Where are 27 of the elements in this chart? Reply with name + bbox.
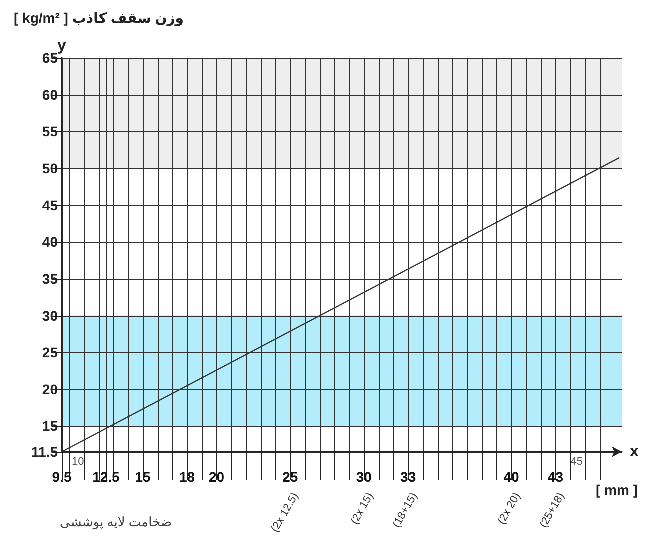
text: (2x 20) <box>496 491 524 527</box>
text: 45 <box>570 456 583 468</box>
y-tick-label: 60 <box>42 86 58 103</box>
y-tick-label: 40 <box>42 234 58 250</box>
x-tick-label: 20 <box>208 469 225 485</box>
y-axis-title: [ kg/m² ] وزن سقف کاذب <box>14 10 184 27</box>
x-tick-label: 15 <box>135 469 152 485</box>
x-tick-label: 18 <box>179 469 196 485</box>
text: [ mm ] <box>596 482 638 498</box>
y-tick-label: 50 <box>42 160 58 176</box>
y-tick-label: 65 <box>42 50 58 66</box>
x-tick-label: 25 <box>282 469 298 485</box>
x-tick-label: 40 <box>504 469 520 485</box>
x-tick-label: 30 <box>356 469 372 485</box>
y-tick-label: 30 <box>42 308 58 324</box>
text: (2x 15) <box>348 491 376 527</box>
x-axis-title: ضخامت لایه پوششی <box>60 514 172 530</box>
text: 10 <box>72 456 84 468</box>
text: x <box>630 444 639 460</box>
x-tick-label: 12.5 <box>92 469 120 485</box>
x-tick-label: 43 <box>548 469 564 485</box>
x-tick-label: 33 <box>400 469 416 485</box>
y-tick-label: 35 <box>42 270 58 287</box>
x-tick-label: 9.5 <box>52 469 72 485</box>
y-tick-label: 20 <box>42 381 58 398</box>
y-tick-label: 11.5 <box>32 444 58 460</box>
text: y <box>58 38 67 54</box>
